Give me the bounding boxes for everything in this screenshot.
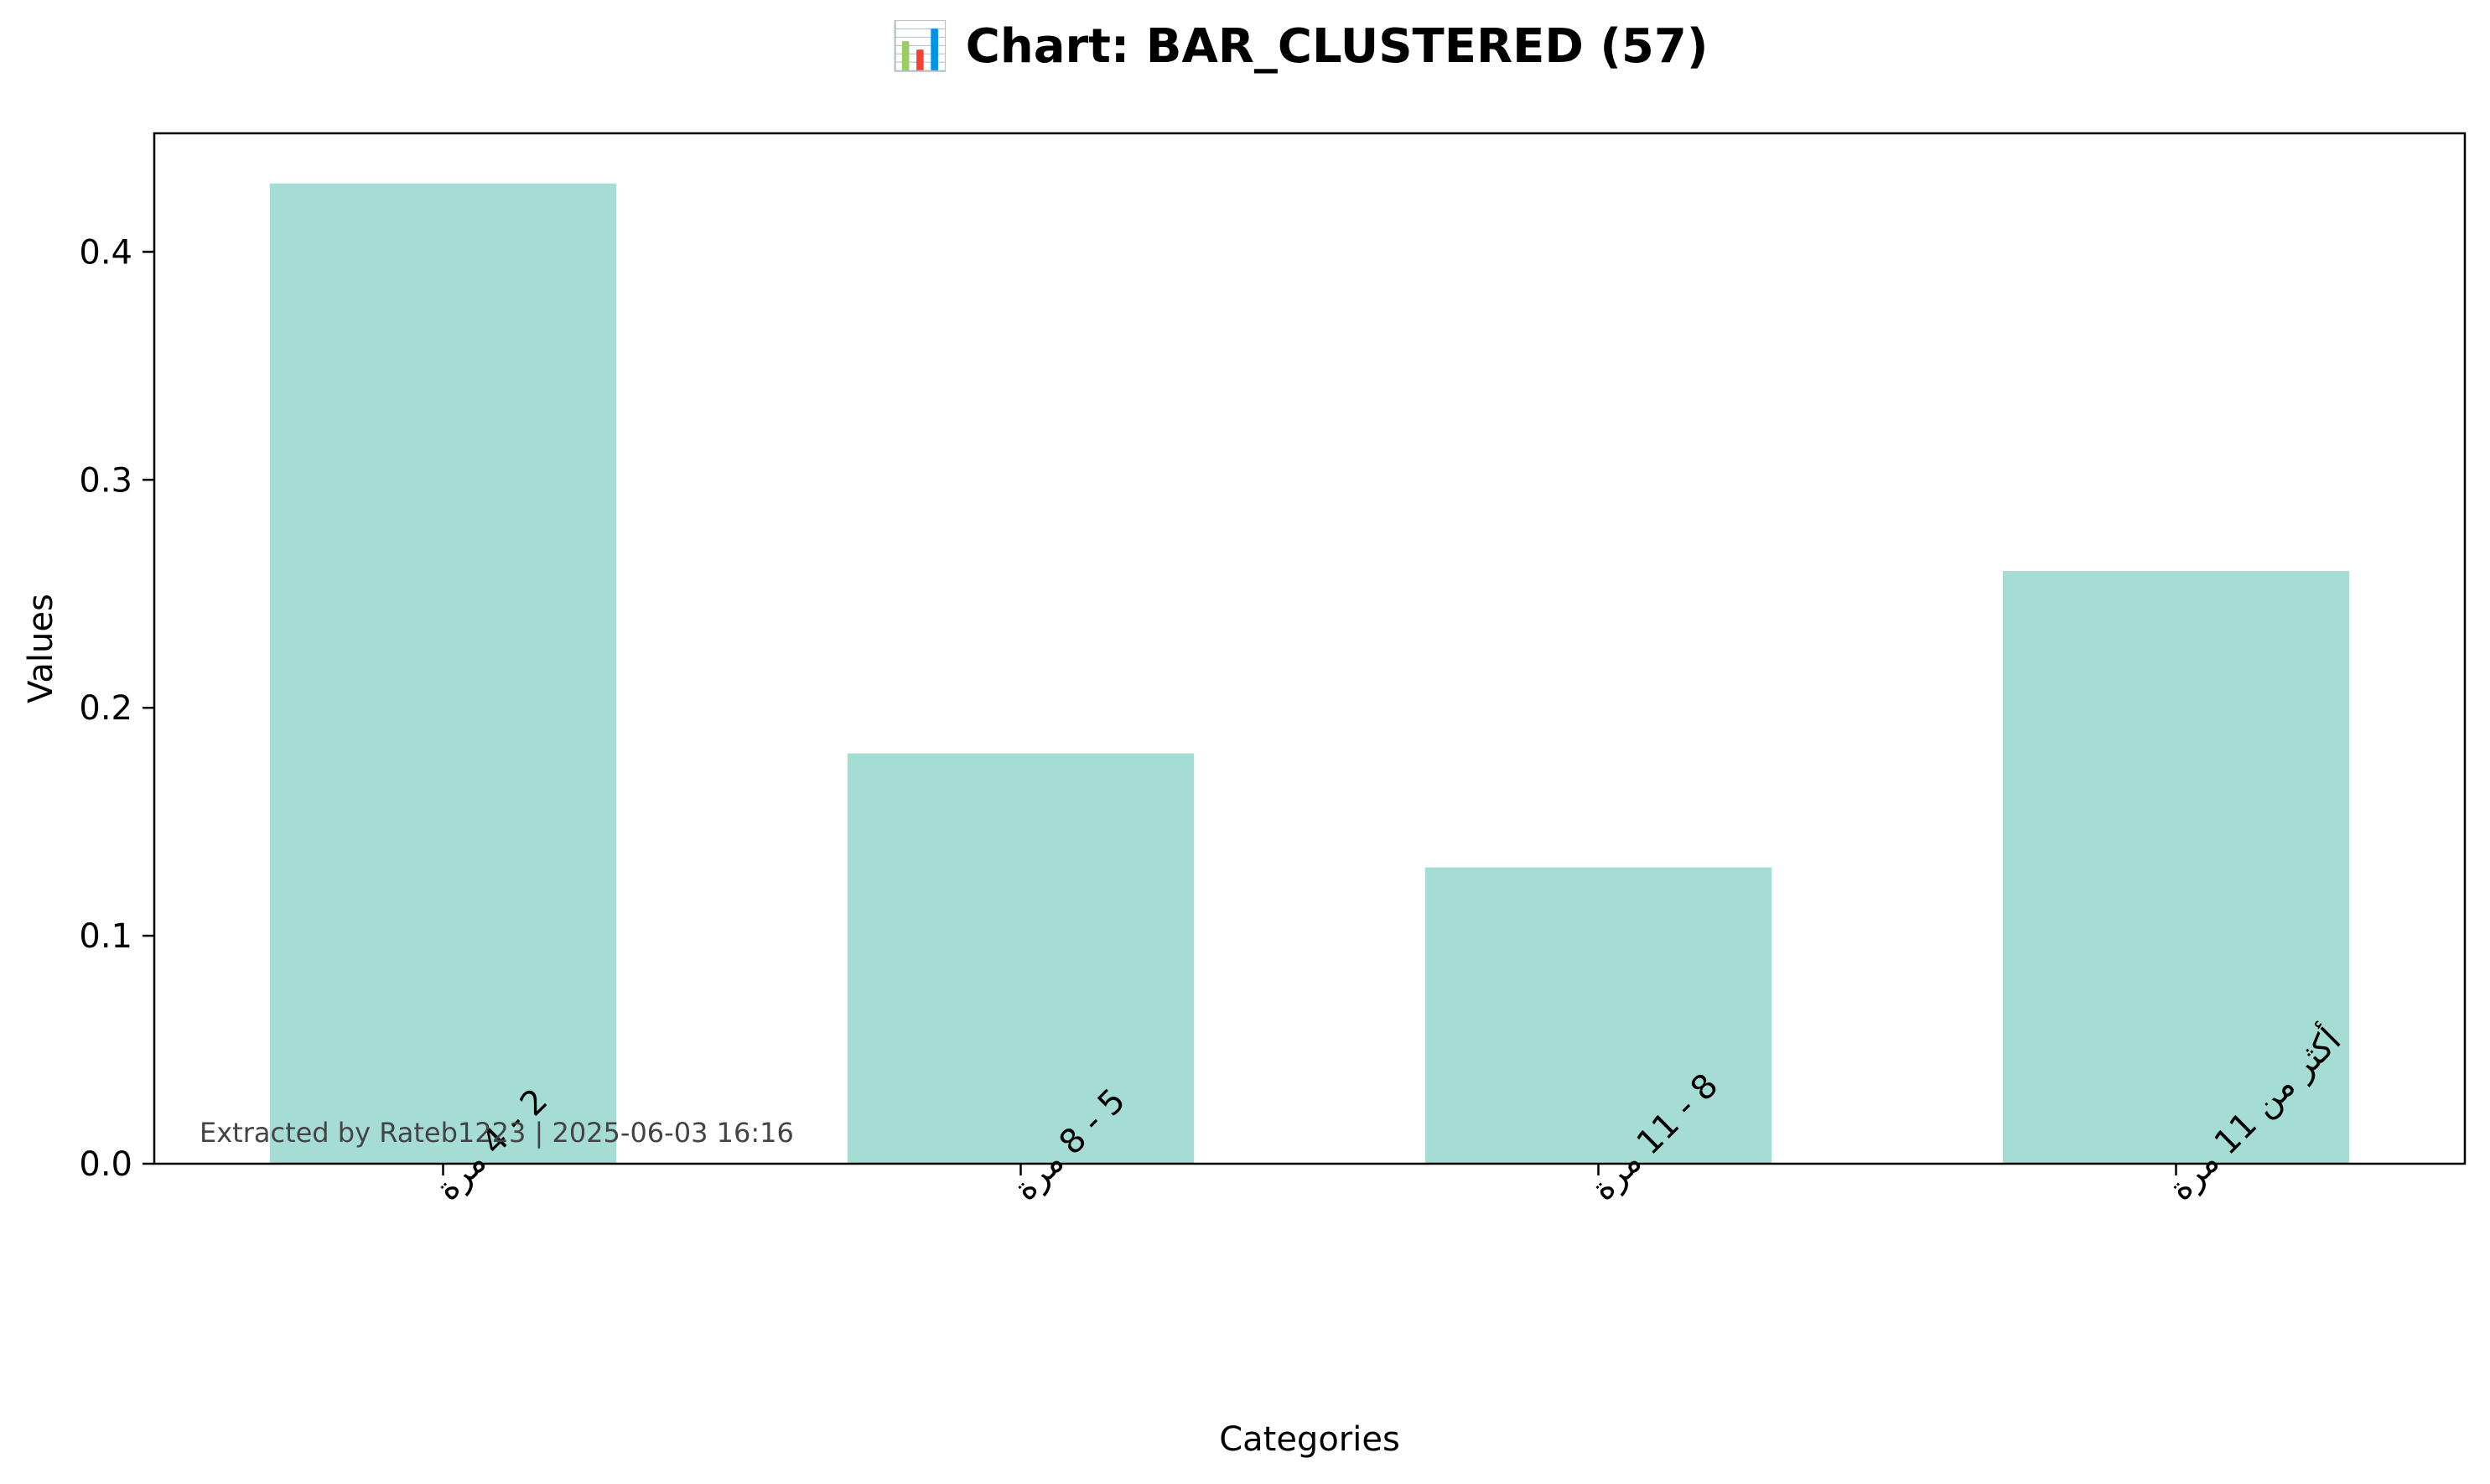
y-tick-label: 0.4 — [79, 233, 132, 272]
y-tick-label: 0.0 — [79, 1145, 132, 1184]
y-tick-label: 0.3 — [79, 461, 132, 500]
y-tick-label: 0.1 — [79, 917, 132, 956]
y-axis-ticks: 0.0 0.1 0.2 0.3 0.4 — [79, 233, 154, 1184]
bars-group — [269, 183, 2350, 1164]
bar — [1424, 867, 1772, 1164]
bar — [269, 183, 617, 1164]
bar — [847, 753, 1195, 1164]
y-tick-label: 0.2 — [79, 689, 132, 728]
chart-title: 📊 Chart: BAR_CLUSTERED (57) — [890, 19, 1709, 74]
y-axis-label: Values — [22, 594, 60, 703]
plot-frame — [153, 132, 2467, 1165]
watermark-text: Extracted by Rateb1223 | 2025-06-03 16:1… — [200, 1117, 794, 1149]
x-axis-label: Categories — [1219, 1420, 1400, 1459]
bar — [2002, 571, 2350, 1164]
